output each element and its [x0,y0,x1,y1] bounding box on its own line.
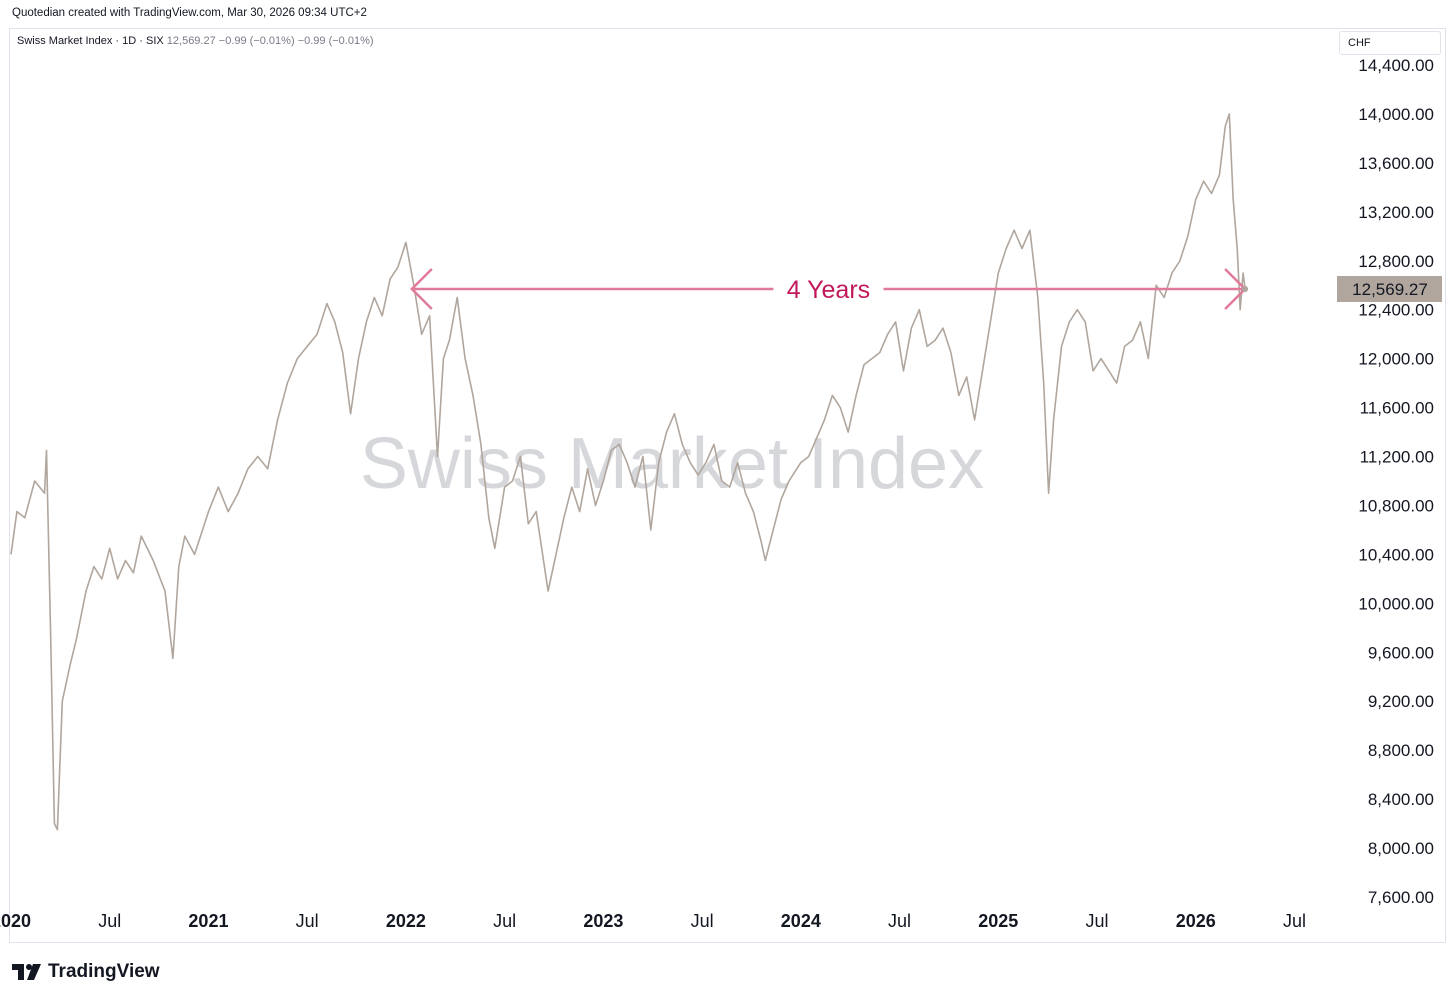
annotation-arrowhead-left [410,268,433,310]
x-tick-label: 2023 [583,911,623,931]
x-tick-label: 2020 [0,911,31,931]
symbol-legend[interactable]: Swiss Market Index · 1D · SIX 12,569.27 … [17,35,374,47]
x-tick-label: Jul [493,911,516,931]
y-tick-label: 11,600.00 [1360,399,1434,418]
tradingview-logo[interactable]: TradingView [12,961,160,983]
y-tick-label: 14,000.00 [1358,105,1434,124]
y-tick-label: 12,000.00 [1358,350,1434,369]
x-tick-label: 2022 [386,911,426,931]
y-tick-label: 8,400.00 [1368,790,1434,809]
last-price-tag-label: 12,569.27 [1352,280,1428,299]
y-tick-label: 9,200.00 [1368,692,1434,711]
last-price: 12,569.27 [166,35,216,47]
y-tick-label: 10,000.00 [1358,594,1434,613]
tradingview-wordmark: TradingView [48,961,160,982]
series-line-0 [10,113,1246,831]
price-change: −0.99 (−0.01%) [218,35,295,47]
last-price-dot [1242,285,1249,292]
price-change-secondary: −0.99 (−0.01%) [297,35,374,47]
y-tick-label: 14,400.00 [1358,56,1434,75]
x-tick-label: Jul [691,911,714,931]
last-price-tag [1337,275,1442,302]
x-tick-label: Jul [888,911,911,931]
x-tick-label: 2021 [188,911,228,931]
y-tick-label: 10,800.00 [1358,496,1434,515]
x-tick-label: 2025 [978,911,1018,931]
x-tick-label: 2024 [781,911,821,931]
x-tick-label: 2026 [1176,911,1216,931]
chart-frame [9,28,1446,943]
currency-selector[interactable]: CHF [1339,31,1441,55]
y-tick-label: 13,200.00 [1358,203,1434,222]
x-tick-label: Jul [296,911,319,931]
y-tick-label: 8,000.00 [1368,839,1434,858]
y-tick-label: 11,200.00 [1360,448,1434,467]
y-tick-label: 9,600.00 [1368,643,1434,662]
y-tick-label: 10,400.00 [1358,545,1434,564]
chart-watermark: Swiss Market Index [360,424,984,504]
annotation-label: 4 Years [787,276,870,304]
x-tick-label: Jul [1085,911,1108,931]
tradingview-logo-icon [12,964,41,980]
y-tick-label: 12,400.00 [1358,301,1434,320]
y-tick-label: 7,600.00 [1368,888,1434,907]
y-tick-label: 12,800.00 [1358,252,1434,271]
y-tick-label: 8,800.00 [1368,741,1434,760]
symbol-name: Swiss Market Index · 1D · SIX [17,35,164,47]
x-tick-label: Jul [1283,911,1306,931]
chart-caption: Quotedian created with TradingView.com, … [12,7,367,19]
y-tick-label: 13,600.00 [1358,154,1434,173]
x-tick-label: Jul [98,911,121,931]
